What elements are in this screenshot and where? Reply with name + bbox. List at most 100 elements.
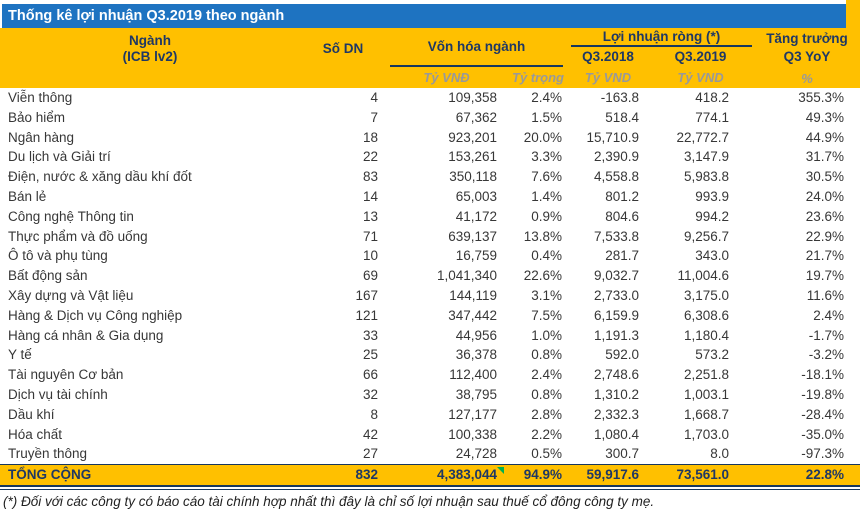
market-cap-share: 0.8% (531, 347, 562, 363)
profit-q3-2018: 801.2 (605, 188, 639, 204)
company-count: 121 (355, 307, 378, 323)
market-cap-value: 16,759 (455, 248, 497, 264)
table-row: Bảo hiểm 7 67,362 1.5% 518.4 774.1 49.3% (0, 108, 860, 128)
growth-q3-yoy: -35.0% (801, 426, 844, 442)
market-cap-value: 153,261 (448, 149, 497, 165)
total-growth-yoy: 22.8% (805, 467, 844, 483)
top-strip: Thống kê lợi nhuận Q3.2019 theo ngành (0, 0, 860, 28)
industry-name: Truyền thông (8, 446, 88, 462)
growth-q3-yoy: -28.4% (801, 406, 844, 422)
company-count: 10 (362, 248, 378, 264)
growth-q3-yoy: -97.3% (801, 446, 844, 462)
profit-q3-2018: 518.4 (605, 109, 639, 125)
company-count: 66 (362, 367, 378, 383)
table-row: Ô tô và phụ tùng 10 16,759 0.4% 281.7 343.0 21… (0, 246, 860, 266)
industry-name: Công nghệ Thông tin (8, 208, 134, 224)
profit-q3-2018: 592.0 (605, 347, 639, 363)
table-row: Dầu khí 8 127,177 2.8% 2,332.3 1,668.7 -28.4% (0, 405, 860, 425)
table-row: Hàng cá nhân & Gia dụng 33 44,956 1.0% 1,191… (0, 326, 860, 346)
bottom-double-border-line (0, 489, 860, 491)
profit-q3-2019: 1,003.1 (683, 386, 729, 402)
table-row: Công nghệ Thông tin 13 41,172 0.9% 804.6 994.… (0, 207, 860, 227)
market-cap-value: 347,442 (448, 307, 497, 323)
market-cap-share: 22.6% (523, 268, 562, 284)
profit-q3-2018: 6,159.9 (593, 307, 639, 323)
growth-q3-yoy: 355.3% (798, 90, 844, 105)
industry-name: Hàng cá nhân & Gia dụng (8, 327, 164, 343)
header-company-count: Số DN (322, 40, 364, 56)
growth-q3-yoy: -3.2% (808, 347, 844, 363)
market-cap-value: 112,400 (449, 367, 497, 383)
company-count: 32 (362, 386, 378, 402)
total-label: TỔNG CỘNG (8, 467, 92, 483)
market-cap-value: 1,041,340 (436, 268, 497, 284)
market-cap-value: 44,956 (455, 327, 497, 343)
profit-q3-2019: 774.1 (695, 109, 729, 125)
profit-q3-2018: 9,032.7 (593, 268, 639, 284)
table-row: Điện, nước & xăng dầu khí đốt 83 350,118 7.… (0, 167, 860, 187)
market-cap-share: 0.8% (531, 386, 562, 402)
profit-q3-2019: 1,703.0 (683, 426, 729, 442)
growth-q3-yoy: 19.7% (805, 268, 844, 284)
profit-q3-2018: 1,310.2 (593, 386, 639, 402)
header-market-cap-title: Vốn hóa ngành (390, 28, 563, 67)
industry-name: Du lịch và Giải trí (8, 149, 111, 165)
profit-q3-2019: 1,668.7 (683, 406, 729, 422)
growth-q3-yoy: 21.7% (805, 248, 844, 264)
market-cap-share: 13.8% (523, 228, 562, 244)
profit-q3-2018: 2,748.6 (593, 367, 639, 383)
industry-name: Hóa chất (8, 426, 63, 442)
industry-name: Thực phẩm và đồ uống (8, 228, 148, 244)
profit-q3-2019: 9,256.7 (683, 228, 729, 244)
table-row: Bất động sản 69 1,041,340 22.6% 9,032.7 11,00… (0, 266, 860, 286)
company-count: 25 (362, 347, 378, 363)
profit-q3-2019: 2,251.8 (683, 367, 729, 383)
industry-name: Y tế (8, 347, 32, 363)
growth-q3-yoy: 2.4% (813, 307, 844, 323)
gold-corner (846, 0, 860, 28)
profit-q3-2018: 1,080.4 (593, 426, 639, 442)
unit-ty-vnd-2018: Tỷ VND (584, 69, 632, 85)
table-row: Ngân hàng 18 923,201 20.0% 15,710.9 22,772.7 4… (0, 128, 860, 148)
unit-ty-vnd-2019: Tỷ VND (677, 69, 724, 85)
company-count: 7 (370, 109, 378, 125)
growth-q3-yoy: 24.0% (805, 188, 844, 204)
market-cap-value: 67,362 (455, 109, 497, 125)
table-row: Bán lẻ 14 65,003 1.4% 801.2 993.9 24.0% (0, 187, 860, 207)
market-cap-share: 20.0% (523, 129, 562, 145)
company-count: 27 (362, 446, 378, 462)
table-row: Du lịch và Giải trí 22 153,261 3.3% 2,390.9 3… (0, 147, 860, 167)
table-body: Viễn thông 4 109,358 2.4% -163.8 418.2 355.3% B… (0, 88, 860, 464)
profit-q3-2018: 281.7 (605, 248, 639, 264)
header-industry-line2: (ICB lv2) (122, 48, 178, 64)
market-cap-units-row: Tỷ VNĐ Tỷ trọng (386, 67, 569, 88)
title-bar: Thống kê lợi nhuận Q3.2019 theo ngành (2, 4, 846, 28)
unit-ty-vnd: Tỷ VNĐ (423, 70, 470, 85)
company-count: 167 (355, 287, 378, 303)
industry-name: Tài nguyên Cơ bản (8, 367, 124, 383)
market-cap-share: 7.6% (531, 169, 562, 185)
header-group-growth: Tăng trưởng Q3 YoY % (754, 28, 860, 88)
profit-q3-2018: 2,390.9 (593, 149, 639, 165)
market-cap-value: 109,358 (448, 90, 497, 105)
market-cap-share: 3.1% (531, 287, 562, 303)
table-row: Thực phẩm và đồ uống 71 639,137 13.8% 7,533.… (0, 227, 860, 247)
company-count: 18 (362, 129, 378, 145)
growth-q3-yoy: -19.8% (801, 386, 844, 402)
company-count: 4 (370, 90, 378, 105)
table-row: Dịch vụ tài chính 32 38,795 0.8% 1,310.2 1,00… (0, 385, 860, 405)
company-count: 83 (362, 169, 378, 185)
industry-name: Viễn thông (8, 90, 73, 105)
industry-name: Bảo hiểm (8, 109, 66, 125)
table-header: Ngành (ICB lv2) Số DN Vốn hóa ngành Tỷ V… (0, 28, 860, 88)
growth-q3-yoy: 23.6% (805, 208, 844, 224)
total-company-count: 832 (355, 467, 378, 483)
table-row: Truyền thông 27 24,728 0.5% 300.7 8.0 -97.3% (0, 444, 860, 464)
market-cap-share: 1.0% (531, 327, 562, 343)
company-count: 14 (362, 188, 378, 204)
company-count: 22 (362, 149, 378, 165)
footnote: (*) Đối với các công ty có báo cáo tài c… (3, 494, 655, 510)
page-title: Thống kê lợi nhuận Q3.2019 theo ngành (8, 8, 285, 24)
industry-name: Ngân hàng (8, 129, 75, 145)
